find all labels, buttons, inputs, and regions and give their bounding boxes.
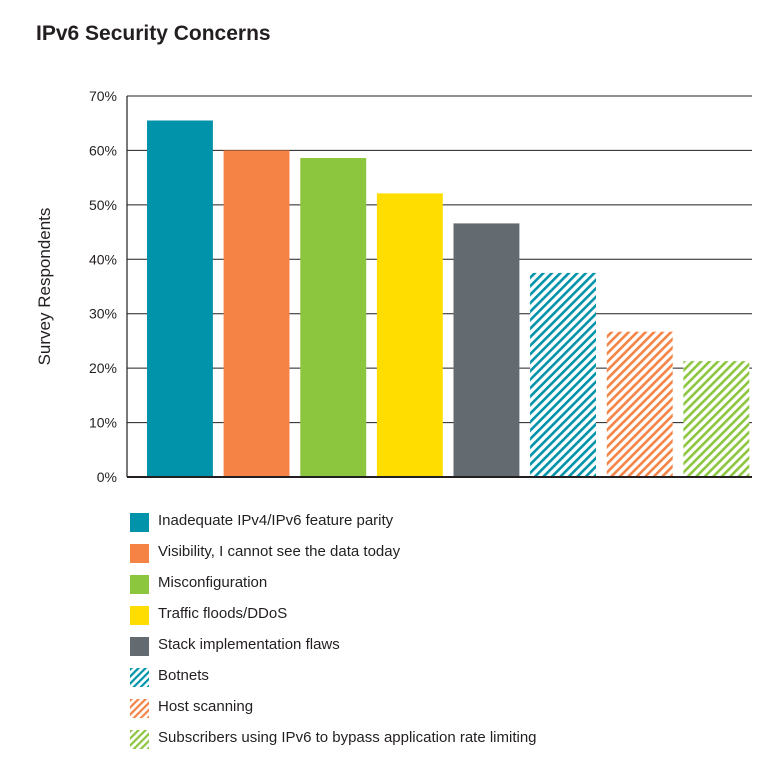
legend-swatch	[130, 699, 149, 718]
y-tick-label: 10%	[89, 415, 117, 431]
legend-swatch	[130, 606, 149, 625]
bar-6	[530, 272, 596, 477]
bar-chart: 0% 10% 20% 30% 40% 50% 60% 70% Survey Responden…	[35, 88, 752, 485]
legend-label: Host scanning	[158, 698, 254, 715]
bar-5	[453, 223, 520, 477]
bar-4	[376, 193, 443, 477]
legend-swatch	[130, 730, 149, 749]
bar-1	[147, 120, 213, 477]
legend-label: Inadequate IPv4/IPv6 feature parity	[158, 512, 394, 529]
legend-label: Traffic floods/DDoS	[158, 605, 288, 622]
y-tick-label: 30%	[89, 306, 117, 322]
y-axis-label: Survey Respondents	[35, 208, 54, 366]
y-tick-label: 40%	[89, 251, 117, 267]
legend-label: Misconfiguration	[158, 574, 268, 591]
bar-3	[300, 158, 367, 477]
y-axis-ticks: 0% 10% 20% 30% 40% 50% 60% 70%	[89, 88, 117, 485]
y-tick-label: 50%	[89, 197, 117, 213]
chart-title: IPv6 Security Concerns	[36, 22, 271, 45]
bars	[147, 120, 750, 477]
legend-label: Stack implementation flaws	[158, 636, 340, 653]
y-tick-label: 60%	[89, 142, 117, 158]
y-tick-label: 70%	[89, 88, 117, 104]
bar-2	[223, 150, 290, 477]
legend-swatch	[130, 637, 149, 656]
legend-label: Visibility, I cannot see the data today	[158, 543, 401, 560]
y-tick-label: 0%	[97, 469, 117, 485]
bar-8	[683, 361, 750, 477]
legend-label: Subscribers using IPv6 to bypass applica…	[158, 729, 537, 746]
bar-7	[606, 331, 673, 477]
legend-label: Botnets	[158, 667, 209, 684]
legend-swatch	[130, 513, 149, 532]
legend-swatch	[130, 668, 149, 687]
legend-swatch	[130, 544, 149, 563]
legend-swatch	[130, 575, 149, 594]
y-tick-label: 20%	[89, 360, 117, 376]
